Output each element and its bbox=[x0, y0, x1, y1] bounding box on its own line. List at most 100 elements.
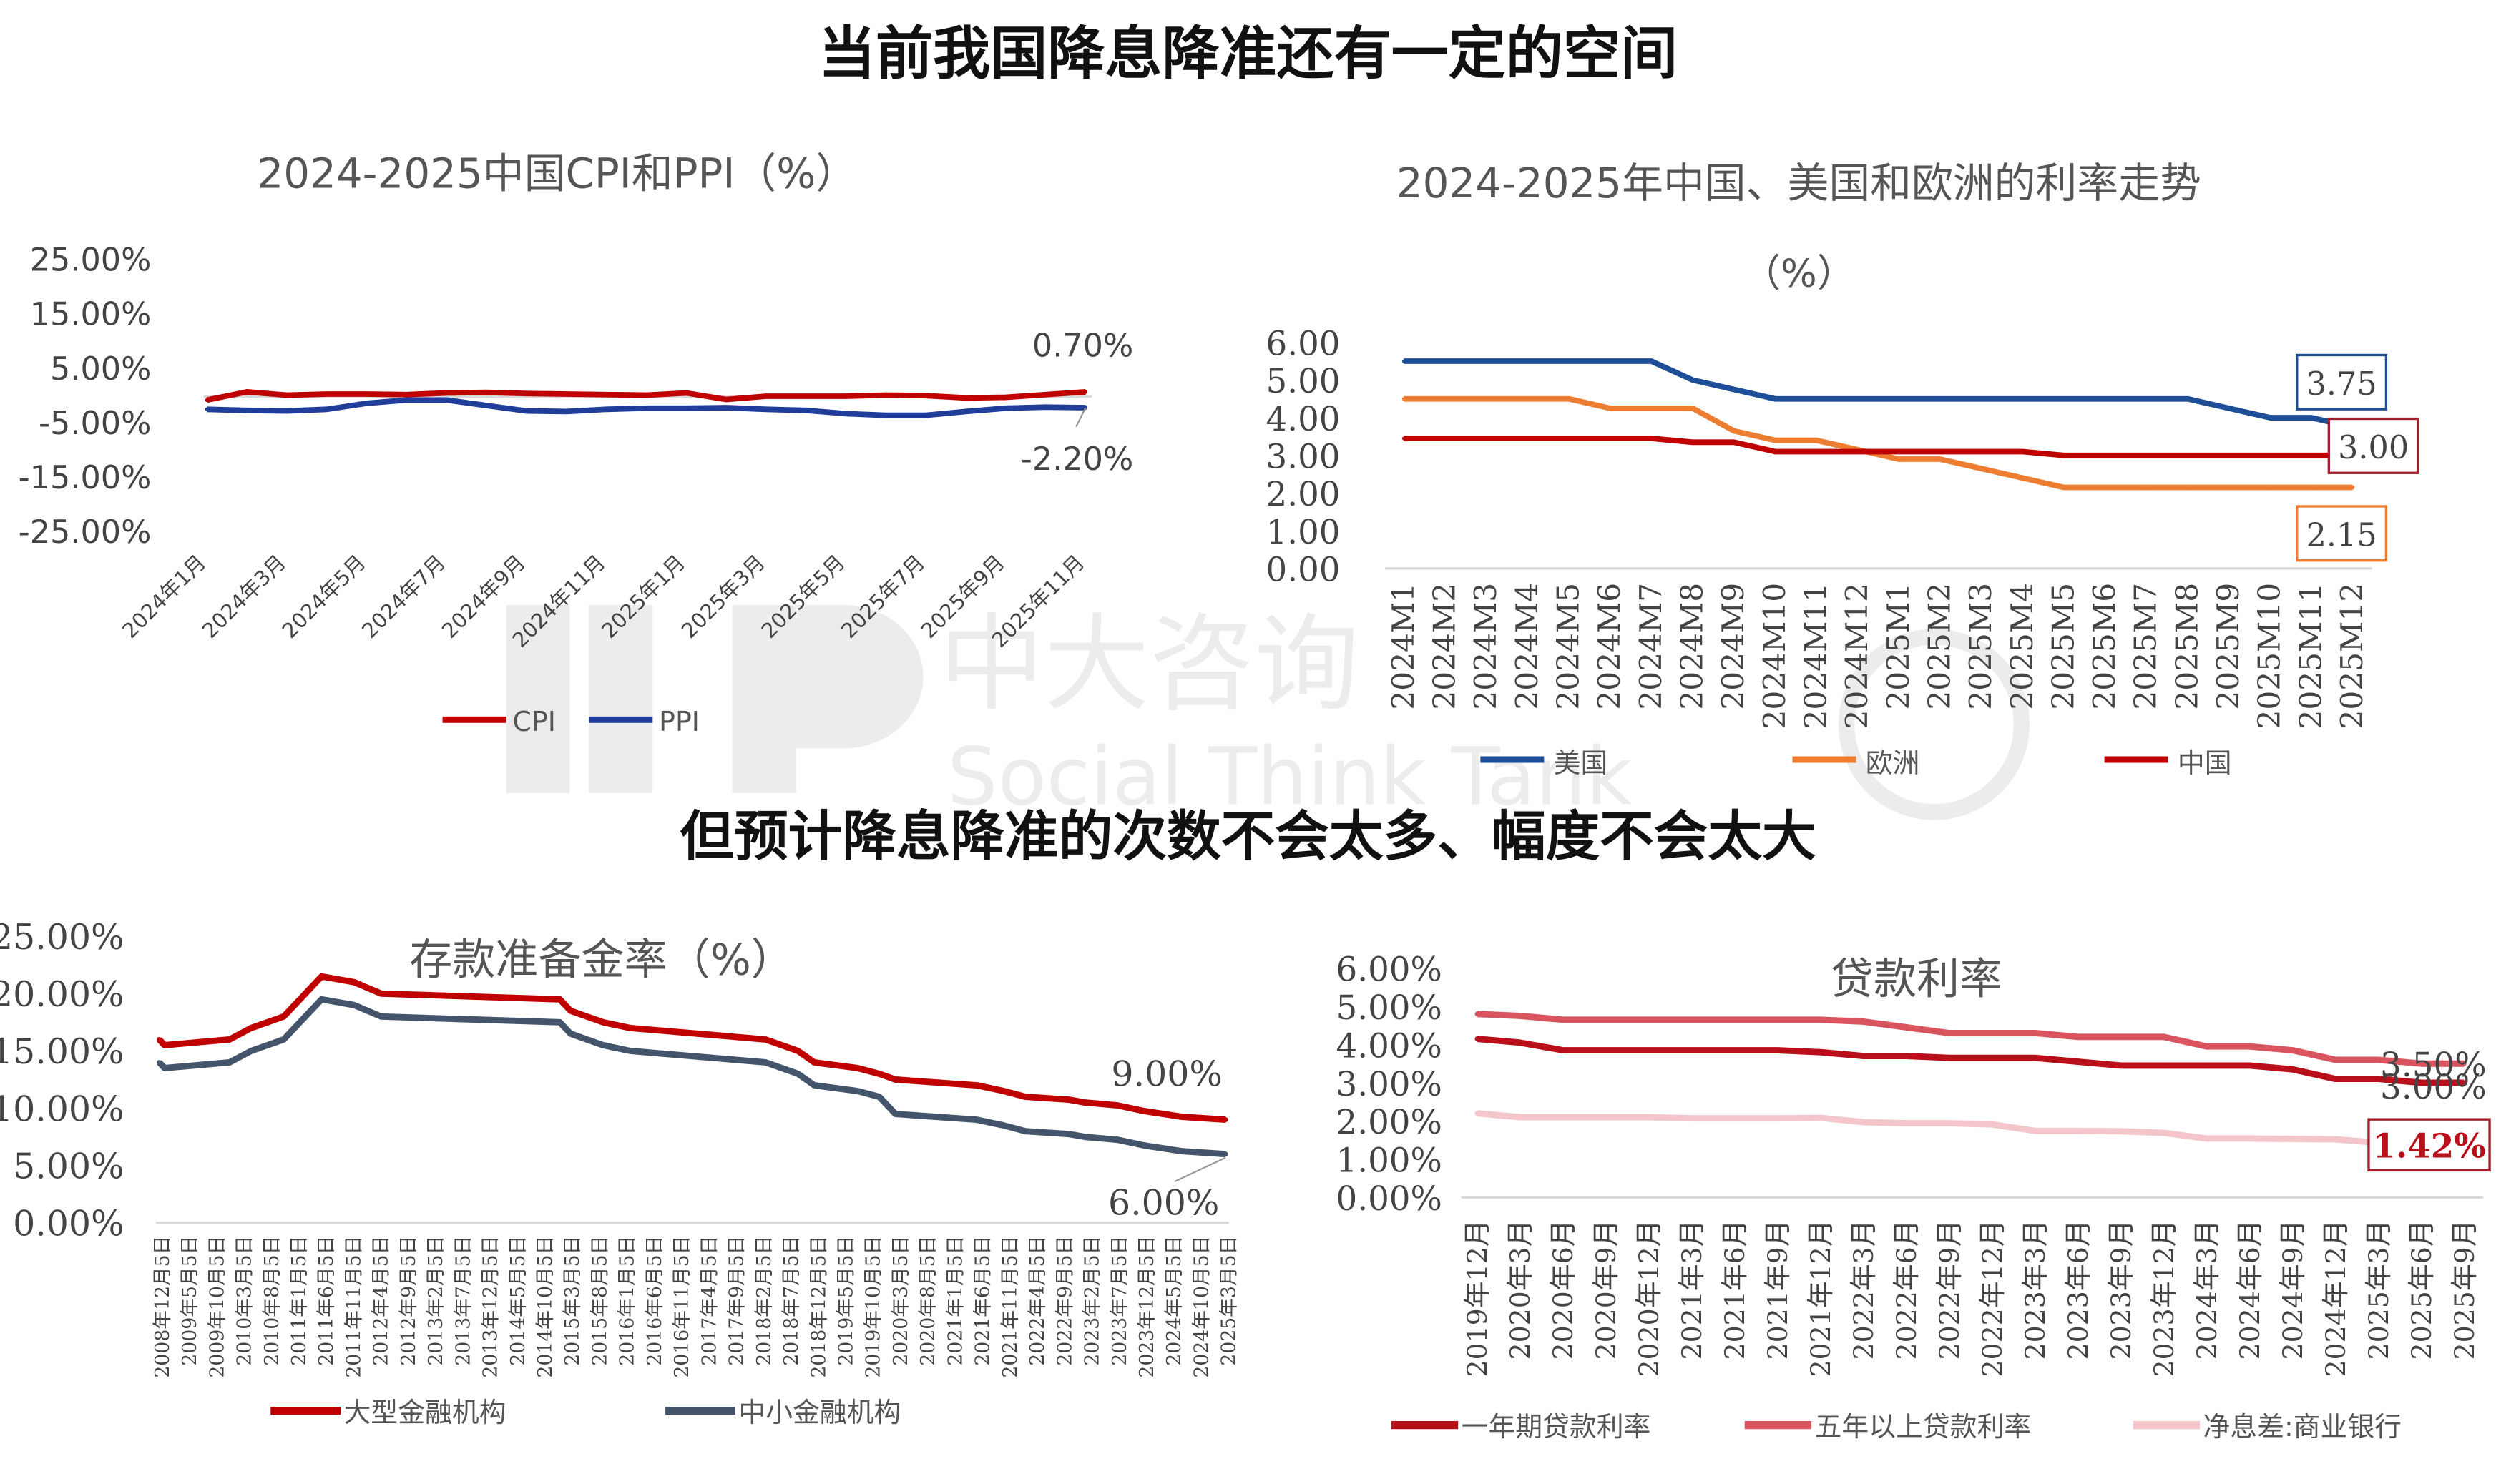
chart3-y-tick: 0.00% bbox=[13, 1204, 124, 1244]
watermark-cn: 中大咨询 bbox=[939, 604, 1359, 726]
chart3-point bbox=[627, 1026, 633, 1031]
chart1-y-tick: -15.00% bbox=[19, 460, 152, 496]
chart3-x-tick: 2011年11月5日 bbox=[343, 1236, 365, 1378]
chart1-point-ppi bbox=[804, 408, 808, 413]
chart3-point bbox=[893, 1077, 899, 1082]
chart2-annotation-us: 3.75 bbox=[2296, 353, 2388, 411]
chart2-annotation-cn: 3.00 bbox=[2327, 417, 2419, 474]
chart2-x-tick: 2025M1 bbox=[1881, 583, 1916, 710]
chart3-x-tick: 2013年12月5日 bbox=[480, 1236, 502, 1378]
chart4-point bbox=[2290, 1136, 2295, 1141]
chart3-point bbox=[1115, 1103, 1120, 1108]
chart2-point bbox=[2020, 397, 2025, 401]
chart3-x-tick: 2019年10月5日 bbox=[863, 1236, 885, 1378]
chart1-x-tick: 2024年5月 bbox=[278, 550, 371, 643]
chart2-x-tick: 2024M7 bbox=[1633, 583, 1668, 710]
chart4-point bbox=[1947, 1055, 1952, 1061]
chart1-point-ppi bbox=[404, 398, 409, 403]
chart3-point bbox=[600, 1020, 606, 1025]
chart1-point-ppi bbox=[924, 413, 928, 418]
chart4-x-tick: 2023年3月 bbox=[2020, 1219, 2051, 1360]
chart4-annotation-1y: 3.00% bbox=[2380, 1068, 2486, 1107]
chart4-point bbox=[1560, 1017, 1566, 1023]
chart3-x-tick: 2009年10月5日 bbox=[206, 1236, 228, 1378]
chart2-point bbox=[1567, 359, 1571, 363]
chart2-series-1 bbox=[1404, 395, 2353, 491]
chart2-series-0 bbox=[1404, 358, 2354, 431]
chart3-x-tick: 2011年1月5日 bbox=[288, 1236, 310, 1366]
chart1-point-ppi bbox=[364, 401, 369, 406]
legend-label-cpi: CPI bbox=[512, 706, 555, 737]
chart4-point bbox=[1689, 1116, 1695, 1121]
chart4-point bbox=[2247, 1043, 2252, 1049]
chart2-point bbox=[1401, 397, 1406, 401]
chart1-point-cpi bbox=[724, 397, 728, 402]
chart1-point-ppi bbox=[884, 413, 889, 418]
chart2-point bbox=[2062, 397, 2066, 401]
chart3-point bbox=[1066, 1097, 1072, 1102]
chart1-point-ppi bbox=[524, 408, 529, 413]
chart2-y-tick: 2.00 bbox=[1266, 476, 1341, 514]
chart2-point bbox=[2020, 449, 2025, 454]
chart4-point bbox=[1990, 1031, 1995, 1036]
chart4-point bbox=[1861, 1053, 1866, 1058]
chart2-point bbox=[2227, 406, 2231, 411]
chart3-x-tick: 2013年2月5日 bbox=[425, 1236, 447, 1366]
chart2-point bbox=[1732, 440, 1736, 444]
chart1-point-ppi bbox=[444, 398, 449, 403]
chart4-annotation-nim-box bbox=[2367, 1118, 2491, 1172]
chart3-point bbox=[319, 996, 324, 1002]
chart4-point bbox=[1990, 1055, 1995, 1061]
chart4-point bbox=[1689, 1017, 1695, 1023]
chart1-legend: CPI PPI bbox=[442, 706, 700, 737]
chart2-point bbox=[1897, 397, 1902, 401]
chart2-annotation-us-box bbox=[2296, 353, 2388, 411]
chart3-y-tick: 25.00% bbox=[0, 917, 124, 958]
chart2-point bbox=[2268, 453, 2273, 458]
chart4-point bbox=[2118, 1034, 2123, 1040]
chart2-point bbox=[2351, 485, 2355, 490]
chart2-y-tick: 3.00 bbox=[1266, 438, 1341, 477]
chart4-x-tick: 2022年3月 bbox=[1848, 1219, 1879, 1360]
chart1-x-tick: 2024年3月 bbox=[197, 550, 290, 643]
chart2-point bbox=[2186, 453, 2190, 458]
chart3-x-tick: 2019年5月5日 bbox=[836, 1236, 858, 1366]
chart3-annotation-leader bbox=[1174, 1156, 1226, 1182]
chart2-point bbox=[1938, 457, 1942, 461]
chart2-point bbox=[1897, 457, 1902, 461]
chart4-point bbox=[1689, 1048, 1695, 1053]
chart4-point bbox=[1775, 1116, 1781, 1121]
chart2-x-tick: 2025M5 bbox=[2045, 583, 2080, 710]
chart1-point-cpi bbox=[524, 391, 529, 395]
chart4-x-tick: 2024年3月 bbox=[2191, 1219, 2223, 1360]
legend-label-loan5: 五年以上贷款利率 bbox=[1815, 1411, 2032, 1443]
chart3-annotation-big: 9.00% bbox=[1111, 1053, 1222, 1094]
chart3-x-tick: 2021年1月5日 bbox=[944, 1236, 966, 1366]
chart4-point bbox=[2333, 1076, 2338, 1081]
chart1-point-ppi bbox=[205, 407, 209, 411]
chart4-y-tick: 1.00% bbox=[1336, 1142, 1442, 1181]
chart2-x-tick: 2024M12 bbox=[1839, 583, 1874, 729]
chart2-x-tick: 2025M9 bbox=[2211, 583, 2246, 710]
chart3-point bbox=[1223, 1151, 1228, 1157]
chart1-point-ppi bbox=[644, 406, 649, 411]
chart3-x-tick: 2010年8月5日 bbox=[261, 1236, 283, 1366]
chart4-x-tick: 2021年9月 bbox=[1762, 1219, 1793, 1360]
chart3-point bbox=[796, 1071, 801, 1076]
chart2-point bbox=[1443, 359, 1447, 363]
chart4-point bbox=[2161, 1034, 2166, 1040]
chart2-point bbox=[2309, 485, 2314, 490]
chart4-x-tick: 2022年6月 bbox=[1891, 1219, 1922, 1360]
chart4-point bbox=[1646, 1114, 1652, 1120]
chart1-point-cpi bbox=[444, 390, 449, 395]
chart4-x-tick: 2021年12月 bbox=[1805, 1219, 1836, 1377]
chart2-y-tick: 6.00 bbox=[1266, 325, 1341, 363]
chart4-point bbox=[2118, 1063, 2123, 1068]
chart4-point bbox=[1775, 1017, 1781, 1023]
legend-label-big: 大型金融机构 bbox=[344, 1397, 506, 1428]
chart3-x-tick: 2012年4月5日 bbox=[371, 1236, 393, 1366]
chart2-annotation-us-label: 3.75 bbox=[2306, 366, 2377, 403]
chart2-point bbox=[2309, 453, 2314, 458]
legend-label-cn: 中国 bbox=[2178, 747, 2232, 779]
